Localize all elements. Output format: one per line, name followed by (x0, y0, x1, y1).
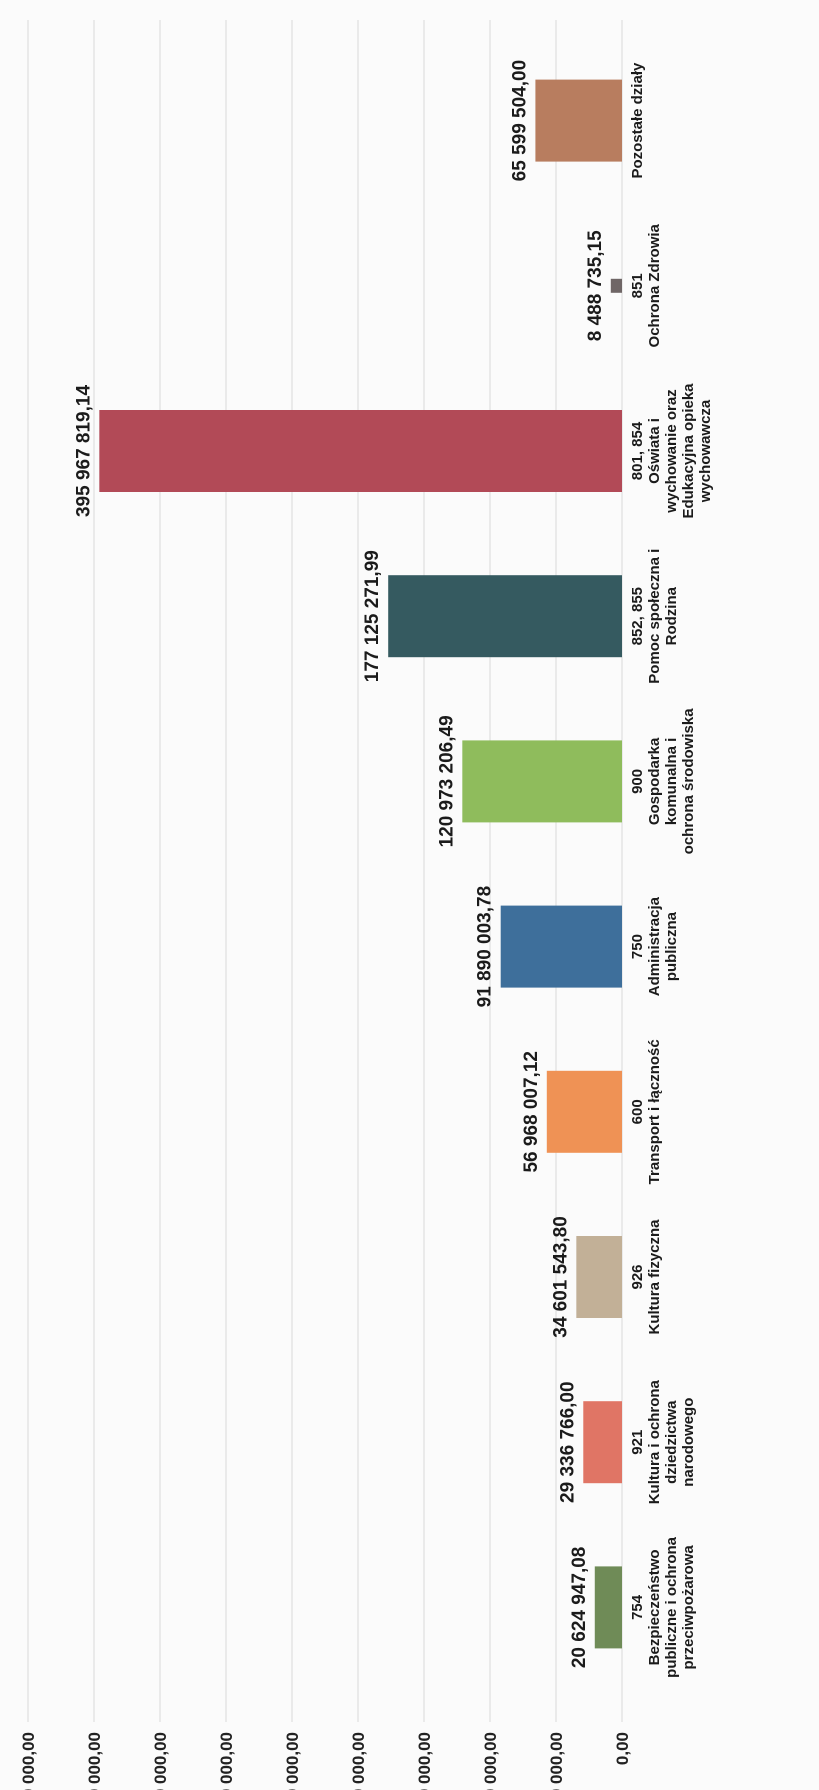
category-label-line: dziedzictwa (663, 1400, 680, 1484)
bar (610, 278, 622, 293)
y-tick-label: 400 000 000,00 (85, 1732, 104, 1790)
category-label-line: Pomoc społeczna i (646, 549, 663, 684)
category-label-line: 900 (629, 769, 646, 794)
category-label-line: publiczna (663, 911, 680, 981)
category-label: 852, 855Pomoc społeczna iRodzina (629, 549, 680, 684)
category-label-line: Gospodarka (646, 737, 663, 825)
data-label: 91 890 003,78 (475, 886, 496, 1008)
data-labels: 20 624 947,08 29 336 766,00 34 601 543,80 5… (73, 60, 605, 1668)
category-label-line: Bezpieczeństwo (646, 1549, 663, 1665)
category-label-line: Kultura fizyczna (646, 1219, 663, 1335)
y-tick-label: 350 000 000,00 (151, 1732, 170, 1790)
bar (462, 740, 622, 823)
category-label-line: Transport i łączność (646, 1039, 663, 1184)
data-label: 395 967 819,14 (73, 385, 94, 518)
bars (99, 79, 622, 1649)
category-label-line: 852, 855 (629, 587, 646, 645)
category-label: 900Gospodarkakomunalna iochrona środowis… (629, 708, 697, 855)
category-label-line: 851 (629, 273, 646, 298)
category-label-line: Ochrona Zdrowia (646, 223, 663, 347)
y-tick-label: 250 000 000,00 (283, 1732, 302, 1790)
data-label: 177 125 271,99 (362, 550, 383, 682)
category-label-line: narodowego (680, 1398, 697, 1487)
bar (546, 1070, 622, 1153)
y-tick-label: 450 000 000,00 (19, 1732, 38, 1790)
data-label: 65 599 504,00 (509, 60, 530, 182)
gridlines (27, 20, 623, 1722)
category-label: 754Bezpieczeństwopubliczne i ochronaprze… (629, 1536, 697, 1678)
category-label-line: Edukacyjna opieka (680, 383, 697, 519)
category-label-line: Rodzina (663, 586, 680, 645)
bar (583, 1401, 622, 1484)
category-labels: 754Bezpieczeństwopubliczne i ochronaprze… (629, 62, 714, 1678)
category-label-line: publiczne i ochrona (663, 1536, 680, 1678)
y-axis-ticks: 0,00 50 000 000,00 100 000 000,00 150 000 0… (19, 1732, 632, 1790)
category-label: 921Kultura i ochronadziedzictwanarodoweg… (629, 1379, 697, 1504)
bar (535, 79, 622, 162)
data-label: 20 624 947,08 (569, 1547, 590, 1669)
y-tick-label: 100 000 000,00 (481, 1732, 500, 1790)
category-label-line: Kultura i ochrona (646, 1379, 663, 1504)
category-label: 851Ochrona Zdrowia (629, 223, 663, 347)
category-label-line: 750 (629, 934, 646, 959)
category-label-line: 926 (629, 1264, 646, 1289)
data-label: 120 973 206,49 (436, 715, 457, 847)
category-label: 750Administracjapubliczna (629, 896, 680, 996)
bar (388, 575, 622, 658)
category-label-line: wychowawcza (697, 399, 714, 503)
category-label: 600Transport i łączność (629, 1039, 663, 1184)
category-label-line: Oświata i (646, 418, 663, 484)
category-label-line: 921 (629, 1430, 646, 1455)
data-label: 34 601 543,80 (550, 1216, 571, 1338)
category-label-line: Administracja (646, 896, 663, 996)
y-tick-label: 200 000 000,00 (349, 1732, 368, 1790)
category-label-line: ochrona środowiska (680, 708, 697, 855)
category-label-line: 801, 854 (629, 421, 646, 480)
bar (99, 410, 622, 492)
category-label: 926Kultura fizyczna (629, 1219, 663, 1335)
category-label-line: 754 (629, 1594, 646, 1620)
y-tick-label: 50 000 000,00 (547, 1732, 566, 1790)
category-label-line: 600 (629, 1099, 646, 1124)
category-label-line: wychowanie oraz (663, 389, 680, 513)
category-label-line: komunalna i (663, 738, 680, 826)
data-label: 29 336 766,00 (557, 1381, 578, 1503)
category-label-line: przeciwpożarowa (680, 1545, 697, 1670)
y-tick-label: 150 000 000,00 (415, 1732, 434, 1790)
bar (594, 1566, 622, 1649)
category-label-line: Pozostałe działy (629, 62, 646, 179)
bar (576, 1236, 622, 1318)
data-label: 56 968 007,12 (521, 1051, 542, 1173)
category-label: 801, 854Oświata iwychowanie orazEdukacyj… (629, 383, 714, 519)
y-tick-label: 300 000 000,00 (217, 1732, 236, 1790)
y-tick-label: 0,00 (613, 1732, 632, 1765)
data-label: 8 488 735,15 (585, 230, 606, 341)
category-label: Pozostałe działy (629, 62, 646, 179)
bar (500, 905, 622, 988)
